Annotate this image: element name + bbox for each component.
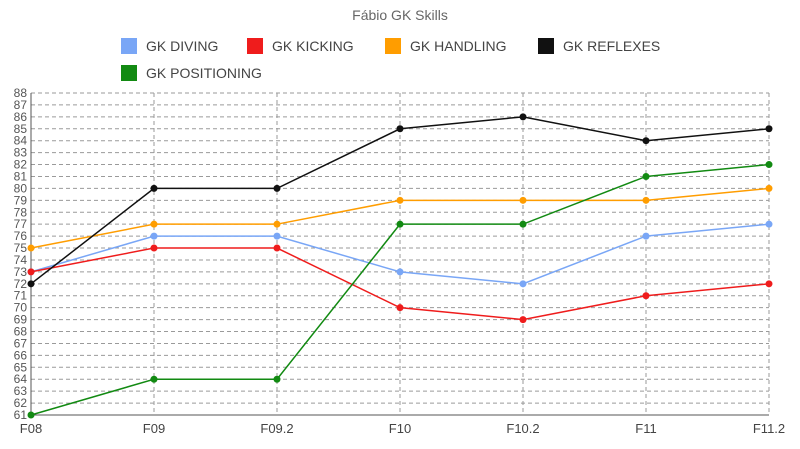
data-point[interactable] (273, 244, 281, 252)
y-tick-label: 79 (14, 193, 28, 207)
y-tick-label: 63 (14, 384, 28, 398)
legend-item[interactable]: GK REFLEXES (538, 38, 660, 54)
data-point[interactable] (150, 375, 158, 383)
y-tick-label: 71 (14, 289, 28, 303)
grid (31, 92, 769, 415)
data-point[interactable] (765, 161, 773, 169)
data-point[interactable] (150, 184, 158, 192)
legend-swatch (385, 38, 401, 54)
legend-label: GK KICKING (272, 38, 354, 54)
y-tick-label: 69 (14, 313, 28, 327)
y-tick-label: 70 (14, 301, 28, 315)
y-tick-label: 64 (14, 372, 28, 386)
y-tick-label: 67 (14, 336, 28, 350)
y-tick-label: 81 (14, 169, 28, 183)
y-tick-label: 83 (14, 146, 28, 160)
y-tick-label: 78 (14, 205, 28, 219)
data-point[interactable] (150, 244, 158, 252)
y-tick-label: 77 (14, 217, 28, 231)
y-tick-label: 72 (14, 277, 28, 291)
y-tick-label: 65 (14, 360, 28, 374)
legend-swatch (121, 65, 137, 81)
series-gk-kicking (27, 244, 773, 324)
y-tick-label: 85 (14, 122, 28, 136)
data-point[interactable] (150, 232, 158, 240)
legend: GK DIVING GK KICKING GK HANDLING GK REFLEXE… (121, 38, 660, 81)
data-point[interactable] (27, 268, 35, 276)
x-tick-label: F09.2 (260, 421, 293, 436)
data-point[interactable] (273, 232, 281, 240)
x-tick-label: F09 (143, 421, 165, 436)
x-tick-label: F11 (635, 421, 656, 436)
legend-label: GK HANDLING (410, 38, 506, 54)
y-tick-label: 73 (14, 265, 28, 279)
x-tick-label: F08 (20, 421, 42, 436)
y-tick-label: 86 (14, 110, 28, 124)
y-tick-label: 80 (14, 181, 28, 195)
data-point[interactable] (519, 220, 527, 228)
data-point[interactable] (150, 220, 158, 228)
legend-label: GK POSITIONING (146, 65, 262, 81)
legend-label: GK REFLEXES (563, 38, 660, 54)
y-tick-label: 61 (14, 408, 28, 422)
data-point[interactable] (396, 304, 404, 312)
legend-item[interactable]: GK POSITIONING (121, 65, 262, 81)
data-point[interactable] (765, 184, 773, 192)
y-tick-label: 74 (14, 253, 28, 267)
data-point[interactable] (396, 268, 404, 276)
chart-title: Fábio GK Skills (352, 7, 448, 23)
data-point[interactable] (27, 280, 35, 288)
data-point[interactable] (519, 113, 527, 121)
y-tick-label: 66 (14, 348, 28, 362)
y-tick-label: 82 (14, 158, 28, 172)
y-tick-label: 68 (14, 325, 28, 339)
data-point[interactable] (27, 244, 35, 252)
axes: 6162636465666768697071727374757677787980… (14, 86, 786, 436)
series-gk-positioning (27, 161, 773, 419)
data-point[interactable] (642, 137, 650, 145)
y-tick-label: 75 (14, 241, 28, 255)
data-point[interactable] (396, 125, 404, 133)
data-point[interactable] (273, 220, 281, 228)
legend-swatch (121, 38, 137, 54)
data-point[interactable] (273, 375, 281, 383)
legend-swatch (538, 38, 554, 54)
data-point[interactable] (642, 196, 650, 204)
data-point[interactable] (642, 292, 650, 300)
data-point[interactable] (396, 196, 404, 204)
legend-swatch (247, 38, 263, 54)
y-tick-label: 62 (14, 396, 28, 410)
data-point[interactable] (27, 411, 35, 419)
series-gk-reflexes (27, 113, 773, 288)
legend-item[interactable]: GK KICKING (247, 38, 354, 54)
legend-item[interactable]: GK DIVING (121, 38, 218, 54)
data-point[interactable] (273, 184, 281, 192)
data-point[interactable] (642, 172, 650, 180)
y-tick-label: 76 (14, 229, 28, 243)
y-tick-label: 84 (14, 134, 28, 148)
data-point[interactable] (519, 316, 527, 324)
x-tick-label: F11.2 (753, 421, 785, 436)
y-tick-label: 87 (14, 98, 28, 112)
x-tick-label: F10 (389, 421, 411, 436)
y-tick-label: 88 (14, 86, 28, 100)
series-layer (27, 113, 773, 419)
series-gk-handling (27, 184, 773, 252)
legend-label: GK DIVING (146, 38, 218, 54)
data-point[interactable] (642, 232, 650, 240)
data-point[interactable] (765, 280, 773, 288)
data-point[interactable] (765, 125, 773, 133)
data-point[interactable] (396, 220, 404, 228)
legend-item[interactable]: GK HANDLING (385, 38, 506, 54)
data-point[interactable] (765, 220, 773, 228)
data-point[interactable] (519, 196, 527, 204)
x-tick-label: F10.2 (506, 421, 539, 436)
data-point[interactable] (519, 280, 527, 288)
